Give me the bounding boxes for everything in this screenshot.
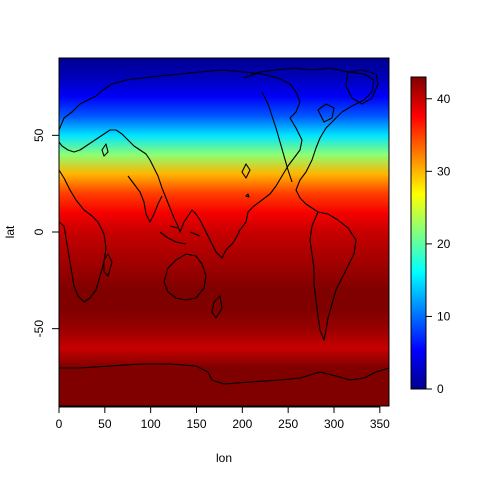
y-tick-label: -50 — [32, 320, 46, 338]
colorbar-tick-label: 20 — [437, 237, 451, 251]
x-axis-title: lon — [216, 451, 232, 465]
x-tick-label: 250 — [278, 417, 298, 431]
antarctica-coastline — [59, 363, 389, 385]
coastlines — [59, 67, 389, 385]
x-tick-label: 200 — [232, 417, 252, 431]
greenland-coastline — [345, 69, 379, 105]
north-america-west-coast — [261, 91, 293, 183]
colorbar — [410, 76, 427, 390]
y-tick-label: 50 — [32, 128, 46, 142]
colorbar-tick-label: 30 — [437, 164, 451, 178]
y-tick-label: 0 — [32, 228, 46, 235]
colorbar-tick-label: 40 — [437, 92, 451, 106]
japan-coastline — [241, 163, 251, 179]
x-tick-label: 0 — [56, 417, 63, 431]
hawaii-coastline — [245, 193, 250, 198]
british-isles-coastline — [101, 143, 109, 157]
x-tick-label: 350 — [370, 417, 390, 431]
x-axis: 0 50 100 150 200 250 300 350 — [56, 406, 390, 431]
africa-coastline — [59, 169, 107, 303]
y-axis-title: lat — [3, 225, 17, 238]
x-tick-label: 150 — [186, 417, 206, 431]
australia-coastline — [163, 253, 207, 301]
colorbar-axis: 0 10 20 30 40 — [426, 92, 451, 396]
eurasia-coastline — [59, 69, 303, 259]
south-america-coastline — [309, 211, 357, 341]
colorbar-tick-label: 0 — [437, 382, 444, 396]
x-tick-label: 50 — [98, 417, 112, 431]
madagascar-coastline — [103, 253, 113, 277]
north-america-coastline — [243, 67, 375, 213]
x-tick-label: 300 — [324, 417, 344, 431]
india-coastline — [127, 175, 163, 223]
temperature-field — [59, 58, 389, 406]
x-tick-label: 100 — [141, 417, 161, 431]
y-axis: -50 0 50 — [32, 128, 60, 338]
hudson-bay-coastline — [317, 103, 335, 123]
new-zealand-coastline — [211, 295, 223, 319]
indonesia-coastline — [159, 225, 201, 245]
colorbar-tick-label: 10 — [437, 309, 451, 323]
